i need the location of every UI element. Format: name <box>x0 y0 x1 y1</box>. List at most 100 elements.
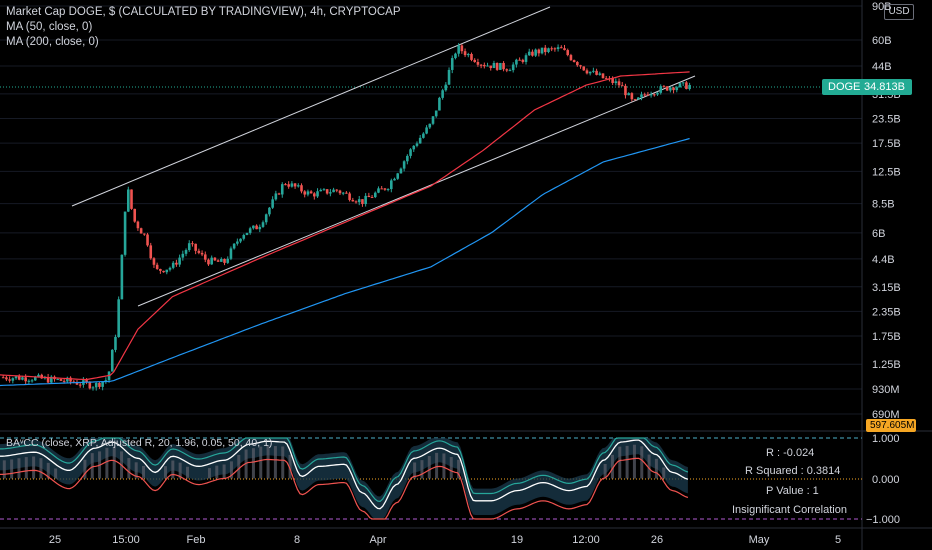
correlation-bar <box>185 466 189 479</box>
candle-body <box>319 189 323 192</box>
correlation-bar <box>222 464 226 479</box>
candle-body <box>197 250 201 253</box>
candle-body <box>184 250 188 254</box>
candle-body <box>377 188 380 193</box>
price-tick-label: 1.75B <box>872 331 901 343</box>
correlation-bar <box>259 446 263 479</box>
correlation-bar <box>435 452 439 479</box>
correlation-line <box>0 439 689 510</box>
candle-body <box>194 243 197 251</box>
candle-body <box>409 149 412 156</box>
candle-body <box>585 70 589 74</box>
candle-body <box>316 191 319 197</box>
correlation-bar <box>127 457 131 479</box>
candle-body <box>518 59 521 61</box>
correlation-bar <box>164 466 168 479</box>
candle-body <box>406 155 409 162</box>
candle-body <box>354 201 358 203</box>
candle-body <box>146 234 149 246</box>
ma50-legend[interactable]: MA (50, close, 0) <box>6 21 93 33</box>
candle-body <box>386 189 390 191</box>
candle-body <box>27 380 31 382</box>
candle-body <box>601 73 605 79</box>
candle-body <box>123 211 127 255</box>
candle-body <box>566 50 570 56</box>
candle-body <box>37 374 40 377</box>
candle-body <box>56 379 60 381</box>
candle-body <box>277 193 281 195</box>
candle-body <box>322 189 326 191</box>
correlation-bar <box>632 444 636 479</box>
candle-body <box>264 214 268 223</box>
candle-body <box>62 380 66 382</box>
channel-upper-line[interactable] <box>71 6 551 207</box>
candle-body <box>220 258 223 262</box>
candle-body <box>492 62 496 69</box>
correlation-bar <box>32 456 36 479</box>
price-tick-label: 4.4B <box>872 254 895 266</box>
candle-body <box>46 376 50 383</box>
candlestick-series <box>1 43 691 391</box>
candle-body <box>66 377 69 382</box>
correlation-bar <box>171 460 175 479</box>
candle-body <box>300 185 303 192</box>
ma200-line <box>0 137 690 387</box>
candle-body <box>280 184 284 195</box>
correlation-bar <box>237 454 241 479</box>
candle-body <box>669 87 672 91</box>
candle-body <box>466 54 470 56</box>
candle-body <box>560 47 563 49</box>
correlation-bar <box>442 453 446 479</box>
candle-body <box>306 191 310 195</box>
candle-body <box>94 382 98 388</box>
correlation-bar <box>46 462 50 479</box>
candle-body <box>543 47 547 53</box>
candle-body <box>361 199 364 205</box>
candle-body <box>428 123 432 128</box>
candle-body <box>213 257 217 261</box>
candle-body <box>656 92 659 95</box>
candle-body <box>245 232 249 236</box>
candle-body <box>505 69 509 71</box>
channel-lower-line[interactable] <box>137 75 696 307</box>
candle-body <box>248 228 252 233</box>
candle-body <box>165 269 169 273</box>
time-tick-label: May <box>749 534 770 546</box>
correlation-bar <box>618 446 622 479</box>
candle-body <box>511 64 515 71</box>
candle-body <box>136 221 140 229</box>
ma200-legend[interactable]: MA (200, close, 0) <box>6 36 99 48</box>
corr-level-label-plus1: 1.000 <box>872 433 900 445</box>
candle-body <box>110 349 114 372</box>
correlation-bar <box>17 458 21 479</box>
candle-body <box>168 267 172 270</box>
candle-body <box>521 59 525 62</box>
candle-body <box>162 270 165 273</box>
time-tick-label: Feb <box>187 534 206 546</box>
price-tick-label: 690M <box>872 409 900 421</box>
candle-body <box>643 94 646 96</box>
price-tick-label: 2.35B <box>872 306 901 318</box>
candle-body <box>415 143 419 146</box>
candle-body <box>5 377 8 380</box>
candle-body <box>229 248 233 259</box>
candle-body <box>40 374 43 379</box>
candle-body <box>653 94 656 96</box>
indicator-legend[interactable]: BAᵛCC (close, XRP, Adjusted R, 20, 1.96,… <box>6 437 273 449</box>
r-squared-text: R Squared : 0.3814 <box>745 465 841 477</box>
correlation-histogram <box>2 444 666 479</box>
candle-body <box>502 62 505 70</box>
currency-button[interactable]: USD <box>884 4 914 20</box>
candle-body <box>390 180 393 190</box>
candle-body <box>627 93 630 96</box>
candle-body <box>351 199 355 202</box>
correlation-bar <box>281 446 285 479</box>
candle-body <box>678 83 682 88</box>
candle-body <box>450 58 454 70</box>
correlation-bar <box>54 468 58 479</box>
candle-body <box>345 192 348 194</box>
time-tick-label: 12:00 <box>572 534 600 546</box>
candle-body <box>396 173 400 179</box>
candle-body <box>1 377 5 379</box>
candle-body <box>665 86 669 91</box>
